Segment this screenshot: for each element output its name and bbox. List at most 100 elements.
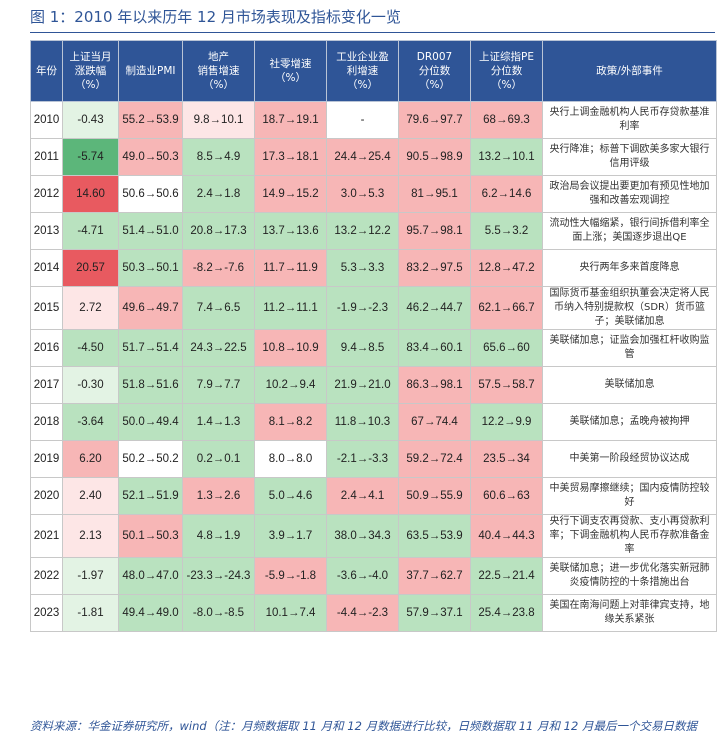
table-row: 2016 -4.50 51.7→51.4 24.3→22.5 10.8→10.9 9.4→… — [30, 329, 717, 367]
year-cell: 2022 — [30, 557, 63, 595]
source-note: 资料来源：华金证券研究所，wind（注：月频数据取 11 月和 12 月数据进行… — [30, 719, 697, 733]
header-profit: 工业企业盈 利增速 （%） — [326, 40, 399, 102]
dr007-cell: 79.6→97.7 — [398, 101, 471, 139]
profit-cell: 13.2→12.2 — [326, 212, 399, 250]
estate-cell: 4.8→1.9 — [182, 514, 255, 558]
table-row: 2012 14.60 50.6→50.6 2.4→1.8 14.9→15.2 3.0→5.… — [30, 175, 717, 213]
dr007-cell: 63.5→53.9 — [398, 514, 471, 558]
retail-cell: 11.2→11.1 — [254, 286, 327, 330]
pmi-cell: 50.0→49.4 — [118, 403, 183, 441]
dr007-cell: 90.5→98.9 — [398, 138, 471, 176]
policy-cell: 中美第一阶段经贸协议达成 — [542, 440, 717, 478]
estate-cell: 24.3→22.5 — [182, 329, 255, 367]
retail-cell: 10.1→7.4 — [254, 594, 327, 632]
policy-cell: 美联储加息 — [542, 366, 717, 404]
profit-cell: -3.6→-4.0 — [326, 557, 399, 595]
pmi-cell: 49.0→50.3 — [118, 138, 183, 176]
pmi-cell: 51.8→51.6 — [118, 366, 183, 404]
dr007-cell: 50.9→55.9 — [398, 477, 471, 515]
pe-cell: 22.5→21.4 — [470, 557, 543, 595]
pmi-cell: 55.2→53.9 — [118, 101, 183, 139]
retail-cell: 18.7→19.1 — [254, 101, 327, 139]
profit-cell: 2.4→4.1 — [326, 477, 399, 515]
sh-return-cell: -3.64 — [62, 403, 119, 441]
estate-cell: 0.2→0.1 — [182, 440, 255, 478]
year-cell: 2010 — [30, 101, 63, 139]
header-year: 年份 — [30, 40, 63, 102]
pe-cell: 13.2→10.1 — [470, 138, 543, 176]
pe-cell: 62.1→66.7 — [470, 286, 543, 330]
profit-cell: -4.4→-2.3 — [326, 594, 399, 632]
dr007-cell: 57.9→37.1 — [398, 594, 471, 632]
retail-cell: 3.9→1.7 — [254, 514, 327, 558]
year-cell: 2021 — [30, 514, 63, 558]
header-pmi: 制造业PMI — [118, 40, 183, 102]
policy-cell: 国际货币基金组织执董会决定将人民币纳入特别提款权（SDR）货币篮子；美联储加息 — [542, 286, 717, 330]
profit-cell: -1.9→-2.3 — [326, 286, 399, 330]
policy-cell: 央行上调金融机构人民币存贷款基准利率 — [542, 101, 717, 139]
estate-cell: 20.8→17.3 — [182, 212, 255, 250]
estate-cell: -23.3→-24.3 — [182, 557, 255, 595]
estate-cell: 7.4→6.5 — [182, 286, 255, 330]
sh-return-cell: 2.13 — [62, 514, 119, 558]
pe-cell: 25.4→23.8 — [470, 594, 543, 632]
dr007-cell: 95.7→98.1 — [398, 212, 471, 250]
year-cell: 2012 — [30, 175, 63, 213]
retail-cell: 10.8→10.9 — [254, 329, 327, 367]
dr007-cell: 67→74.4 — [398, 403, 471, 441]
header-pe: 上证综指PE 分位数 （%） — [470, 40, 543, 102]
year-cell: 2016 — [30, 329, 63, 367]
pe-cell: 68→69.3 — [470, 101, 543, 139]
pe-cell: 5.5→3.2 — [470, 212, 543, 250]
pe-cell: 23.5→34 — [470, 440, 543, 478]
pe-cell: 57.5→58.7 — [470, 366, 543, 404]
table-row: 2017 -0.30 51.8→51.6 7.9→7.7 10.2→9.4 21.9→21… — [30, 366, 717, 404]
policy-cell: 美联储加息；证监会加强杠杆收购监管 — [542, 329, 717, 367]
retail-cell: 10.2→9.4 — [254, 366, 327, 404]
year-cell: 2019 — [30, 440, 63, 478]
year-cell: 2014 — [30, 249, 63, 287]
estate-cell: -8.0→-8.5 — [182, 594, 255, 632]
sh-return-cell: -0.30 — [62, 366, 119, 404]
year-cell: 2020 — [30, 477, 63, 515]
retail-cell: 11.7→11.9 — [254, 249, 327, 287]
table-row: 2014 20.57 50.3→50.1 -8.2→-7.6 11.7→11.9 5.3→… — [30, 249, 717, 287]
header-retail: 社零增速 （%） — [254, 40, 327, 102]
dr007-cell: 86.3→98.1 — [398, 366, 471, 404]
pmi-cell: 49.6→49.7 — [118, 286, 183, 330]
sh-return-cell: -0.43 — [62, 101, 119, 139]
retail-cell: -5.9→-1.8 — [254, 557, 327, 595]
sh-return-cell: -1.97 — [62, 557, 119, 595]
sh-return-cell: -5.74 — [62, 138, 119, 176]
year-cell: 2011 — [30, 138, 63, 176]
market-table: 年份 上证当月 涨跌幅 （%） 制造业PMI 地产 销售增速 （%） 社零增速 （%） 工… — [30, 40, 717, 632]
header-sh-return: 上证当月 涨跌幅 （%） — [62, 40, 119, 102]
dr007-cell: 81→95.1 — [398, 175, 471, 213]
year-cell: 2017 — [30, 366, 63, 404]
estate-cell: 9.8→10.1 — [182, 101, 255, 139]
year-cell: 2015 — [30, 286, 63, 330]
table-header-row: 年份 上证当月 涨跌幅 （%） 制造业PMI 地产 销售增速 （%） 社零增速 （%） 工… — [30, 40, 717, 102]
pmi-cell: 49.4→49.0 — [118, 594, 183, 632]
table-body: 2010 -0.43 55.2→53.9 9.8→10.1 18.7→19.1-79.6… — [30, 101, 717, 632]
dr007-cell: 83.2→97.5 — [398, 249, 471, 287]
pmi-cell: 51.4→51.0 — [118, 212, 183, 250]
policy-cell: 央行降准；标普下调欧美多家大银行信用评级 — [542, 138, 717, 176]
retail-cell: 8.0→8.0 — [254, 440, 327, 478]
profit-cell: 5.3→3.3 — [326, 249, 399, 287]
policy-cell: 流动性大幅缩紧，银行间拆借利率全面上涨；美国逐步退出QE — [542, 212, 717, 250]
header-estate: 地产 销售增速 （%） — [182, 40, 255, 102]
profit-cell: 38.0→34.3 — [326, 514, 399, 558]
dr007-cell: 46.2→44.7 — [398, 286, 471, 330]
pe-cell: 65.6→60 — [470, 329, 543, 367]
dr007-cell: 59.2→72.4 — [398, 440, 471, 478]
pe-cell: 6.2→14.6 — [470, 175, 543, 213]
title-rule — [30, 32, 715, 33]
policy-cell: 美国在南海问题上对菲律宾支持，地缘关系紧张 — [542, 594, 717, 632]
sh-return-cell: -4.50 — [62, 329, 119, 367]
sh-return-cell: 6.20 — [62, 440, 119, 478]
retail-cell: 5.0→4.6 — [254, 477, 327, 515]
profit-cell: 11.8→10.3 — [326, 403, 399, 441]
table-row: 2011 -5.74 49.0→50.3 8.5→4.9 17.3→18.1 24.4→2… — [30, 138, 717, 176]
dr007-cell: 37.7→62.7 — [398, 557, 471, 595]
